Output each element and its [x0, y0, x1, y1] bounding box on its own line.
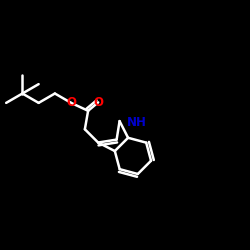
Text: NH: NH: [127, 116, 147, 129]
Text: O: O: [93, 96, 103, 109]
Text: O: O: [66, 96, 76, 110]
